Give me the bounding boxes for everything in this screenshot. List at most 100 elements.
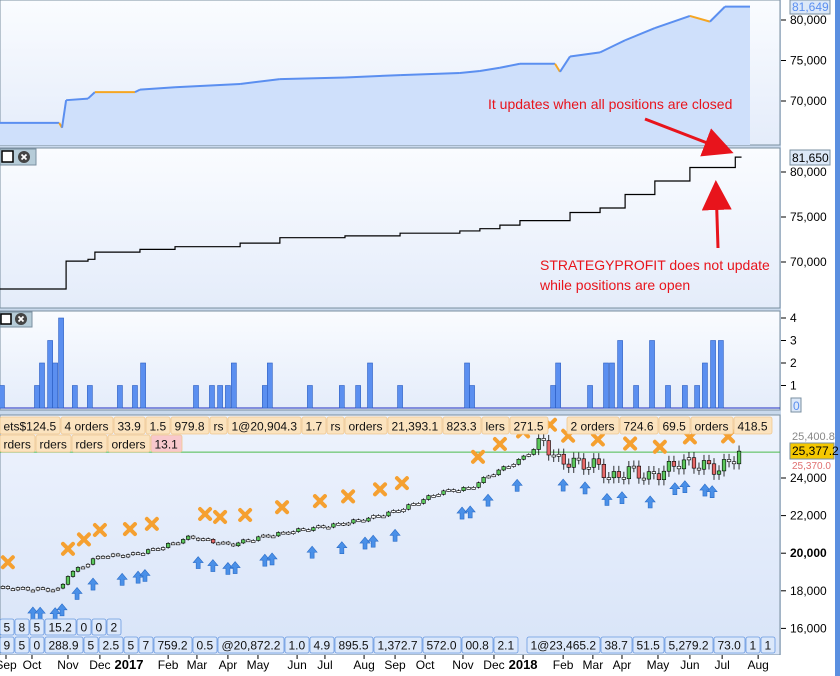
- entry-arrow-icon: [139, 569, 151, 582]
- maximize-icon[interactable]: [1, 150, 14, 163]
- trade-tag[interactable]: 2: [106, 618, 122, 636]
- trade-tag[interactable]: 0.5: [192, 636, 218, 654]
- trade-tag[interactable]: 1: [760, 636, 776, 654]
- entry-arrow-icon: [56, 603, 68, 617]
- trade-tag[interactable]: 288.9: [44, 636, 84, 654]
- order-tag[interactable]: orders: [690, 416, 734, 435]
- candle: [736, 450, 742, 465]
- order-count-bar: [225, 385, 231, 409]
- scrollbar[interactable]: [835, 0, 840, 676]
- x-axis-label: Nov: [452, 658, 473, 672]
- trade-tag[interactable]: 73.0: [713, 636, 746, 654]
- order-tag[interactable]: 33.9: [113, 416, 146, 435]
- price-axis-label: 22,000: [790, 509, 827, 523]
- equity-segment: [689, 14, 711, 23]
- trade-tag[interactable]: 1,372.7: [373, 636, 423, 654]
- order-tag[interactable]: rders: [71, 434, 108, 453]
- trade-tag[interactable]: 2.5: [98, 636, 124, 654]
- x-axis-label: Mar: [187, 658, 208, 672]
- entry-arrow-icon: [511, 478, 523, 492]
- order-tag[interactable]: rders: [0, 434, 36, 453]
- trade-tag[interactable]: 7: [138, 636, 154, 654]
- trade-tag-label: 5: [88, 639, 95, 653]
- trade-tag[interactable]: 0: [76, 618, 92, 636]
- profit-axis-label: 80,000: [790, 165, 827, 179]
- trade-tag[interactable]: 51.5: [632, 636, 665, 654]
- order-tag[interactable]: 979.8: [170, 416, 210, 435]
- trade-tag[interactable]: 1@23,465.2: [526, 636, 601, 654]
- trade-tag[interactable]: 9: [0, 636, 15, 654]
- order-tag[interactable]: 1@20,904.3: [227, 416, 302, 435]
- order-tag[interactable]: rs: [209, 416, 228, 435]
- trade-tag-box: [632, 636, 665, 654]
- trade-tag[interactable]: 4.9: [309, 636, 335, 654]
- candle: [536, 438, 541, 450]
- candle: [541, 438, 546, 441]
- order-count-bar: [47, 340, 53, 409]
- order-tag[interactable]: orders: [107, 434, 151, 453]
- order-tag[interactable]: 271.5: [509, 416, 549, 435]
- candle: [376, 515, 381, 518]
- order-count-bar: [0, 385, 5, 409]
- trade-tag[interactable]: 00.8: [461, 636, 494, 654]
- trade-tag[interactable]: 1.0: [284, 636, 310, 654]
- x-axis-label: Dec: [483, 658, 504, 672]
- trade-tag[interactable]: 572.0: [422, 636, 462, 654]
- order-tag-box: [344, 416, 388, 435]
- trade-tag[interactable]: 8: [14, 618, 30, 636]
- trade-tag[interactable]: 5: [123, 636, 139, 654]
- trade-tag[interactable]: 5,279.2: [664, 636, 714, 654]
- order-tag[interactable]: lers: [481, 416, 510, 435]
- trade-tag[interactable]: 5: [0, 618, 15, 636]
- order-tag[interactable]: ets$124.5: [0, 416, 61, 435]
- candle: [616, 471, 621, 478]
- order-tag[interactable]: 4 orders: [60, 416, 114, 435]
- order-tag[interactable]: 2 orders: [566, 416, 620, 435]
- x-axis-label: 2017: [115, 657, 144, 672]
- order-tag[interactable]: rders: [35, 434, 72, 453]
- trade-tag[interactable]: 5: [83, 636, 99, 654]
- candle: [115, 553, 121, 557]
- candle: [321, 525, 326, 529]
- trade-tag[interactable]: 895.5: [334, 636, 374, 654]
- trade-tag[interactable]: @20,872.2: [217, 636, 285, 654]
- trade-tag[interactable]: 38.7: [600, 636, 633, 654]
- trade-tag[interactable]: 5: [29, 618, 45, 636]
- order-tag[interactable]: 1.5: [145, 416, 171, 435]
- order-tag[interactable]: 418.5: [733, 416, 773, 435]
- trade-tag-box: [713, 636, 746, 654]
- order-tag[interactable]: 21,393.1: [387, 416, 443, 435]
- trade-tag[interactable]: 0: [91, 618, 107, 636]
- trade-tag[interactable]: 2.1: [493, 636, 519, 654]
- order-tag[interactable]: 724.6: [619, 416, 659, 435]
- trade-tag[interactable]: 0: [29, 636, 45, 654]
- trade-tag[interactable]: 5: [14, 636, 30, 654]
- trade-tag[interactable]: 759.2: [153, 636, 193, 654]
- trade-tag[interactable]: 15.2: [44, 618, 77, 636]
- order-tag-label: orders: [695, 420, 729, 434]
- order-tag[interactable]: 13.1: [150, 434, 183, 453]
- candle: [401, 508, 406, 513]
- candle: [146, 549, 151, 554]
- equity-segment: [87, 91, 96, 100]
- x-axis-area: [0, 655, 835, 676]
- trade-tag-label: 895.5: [339, 639, 369, 653]
- candle: [646, 471, 652, 480]
- order-count-bar: [209, 385, 215, 409]
- order-tag[interactable]: 1.7: [301, 416, 327, 435]
- candle: [85, 563, 91, 568]
- order-count-bar: [397, 385, 403, 409]
- order-tag[interactable]: rs: [326, 416, 345, 435]
- trade-tag-label: 4.9: [314, 639, 331, 653]
- order-tag[interactable]: orders: [344, 416, 388, 435]
- order-count-bar: [34, 385, 40, 409]
- equity-segment: [569, 51, 601, 58]
- maximize-icon[interactable]: [0, 313, 12, 325]
- order-tag[interactable]: 823.3: [442, 416, 482, 435]
- candle: [336, 522, 341, 526]
- trade-tag[interactable]: 1: [745, 636, 761, 654]
- order-tag[interactable]: 69.5: [658, 416, 691, 435]
- annotation-no-update-line2: while positions are open: [539, 277, 690, 293]
- candle: [596, 458, 601, 465]
